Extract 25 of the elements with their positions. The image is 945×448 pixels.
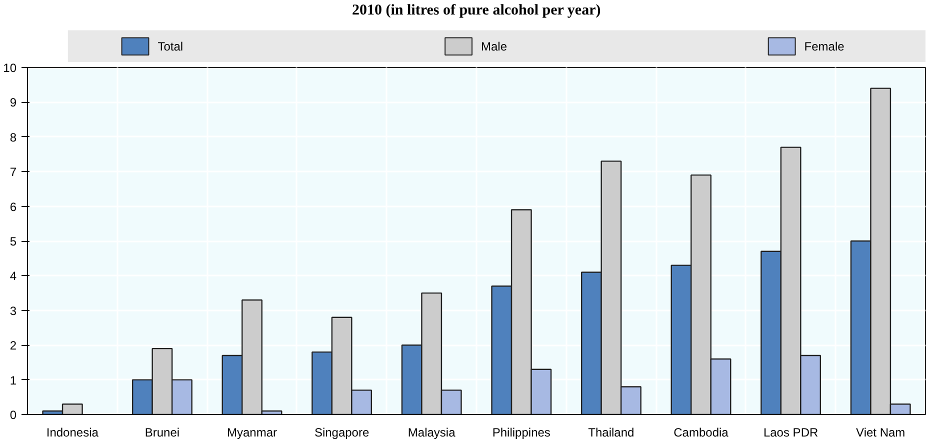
y-tick-label: 9 <box>10 96 17 110</box>
x-tick-label: Myanmar <box>226 426 278 440</box>
y-tick-label: 8 <box>10 130 17 144</box>
x-tick-label: Cambodia <box>674 426 729 440</box>
y-tick-label: 10 <box>3 61 17 75</box>
chart-title: 2010 (in litres of pure alcohol per year) <box>352 2 601 18</box>
x-tick-label: Philippines <box>492 426 550 440</box>
x-tick-label: Singapore <box>314 426 370 440</box>
y-tick-label: 1 <box>10 373 17 388</box>
y-tick-label: 7 <box>10 165 17 180</box>
legend-label: Total <box>158 39 184 54</box>
y-tick-label: 6 <box>10 200 17 214</box>
y-tick-label: 0 <box>10 408 17 422</box>
x-tick-label: Laos PDR <box>763 426 818 440</box>
y-tick-label: 2 <box>10 338 17 353</box>
legend-label: Female <box>804 39 845 54</box>
x-tick-label: Malaysia <box>408 426 456 440</box>
x-tick-label: Indonesia <box>46 426 99 440</box>
x-tick-label: Thailand <box>588 426 634 440</box>
legend-label: Male <box>480 39 508 54</box>
x-tick-label: Brunei <box>144 426 180 440</box>
y-tick-label: 3 <box>10 304 17 318</box>
y-tick-label: 5 <box>10 234 17 248</box>
x-tick-label: Viet Nam <box>856 426 906 440</box>
y-tick-label: 4 <box>10 269 17 284</box>
